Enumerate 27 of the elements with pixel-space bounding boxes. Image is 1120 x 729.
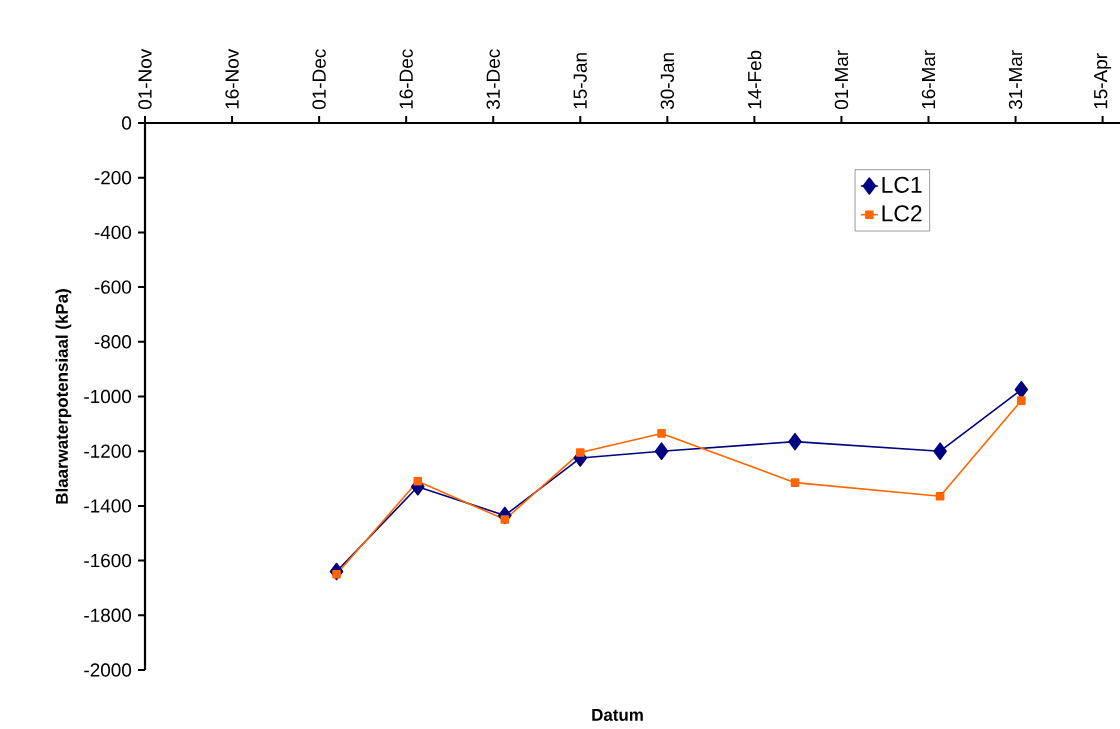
x-tick-label: 16-Nov bbox=[225, 48, 239, 109]
y-tick-label: -1200 bbox=[84, 444, 132, 458]
y-tick-label: -600 bbox=[94, 280, 132, 294]
y-tick-label: -1800 bbox=[84, 608, 132, 622]
y-tick-label: -1000 bbox=[84, 389, 132, 404]
legend-label: LC1 bbox=[882, 176, 922, 193]
x-tick-label: 30-Jan bbox=[660, 53, 675, 110]
x-axis-title: Datum bbox=[592, 709, 643, 721]
x-tick-label: 01-Mar bbox=[834, 50, 849, 110]
y-tick-label: 0 bbox=[122, 116, 132, 130]
y-tick-label: -800 bbox=[94, 335, 132, 349]
y-tick-label: -1400 bbox=[84, 499, 132, 513]
x-tick-label: 01-Dec bbox=[312, 49, 326, 110]
y-tick-label: -400 bbox=[94, 225, 132, 240]
x-tick-label: 15-Apr bbox=[1094, 53, 1112, 109]
x-tick-label: 31-Mar bbox=[1008, 50, 1023, 110]
legend-label: LC2 bbox=[882, 205, 922, 222]
x-tick-label: 14-Feb bbox=[747, 50, 762, 109]
y-tick-label: -200 bbox=[94, 170, 132, 185]
y-tick-label: -1600 bbox=[84, 553, 132, 568]
x-tick-label: 01-Nov bbox=[138, 48, 152, 110]
y-axis-title: Blaarwaterpotensiaal (kPa) bbox=[55, 289, 72, 504]
x-tick-label: 16-Mar bbox=[921, 50, 936, 109]
x-tick-label: 15-Jan bbox=[573, 53, 587, 109]
y-tick-label: -2000 bbox=[84, 663, 132, 677]
x-tick-label: 16-Dec bbox=[399, 49, 413, 109]
x-tick-label: 31-Dec bbox=[486, 49, 500, 110]
